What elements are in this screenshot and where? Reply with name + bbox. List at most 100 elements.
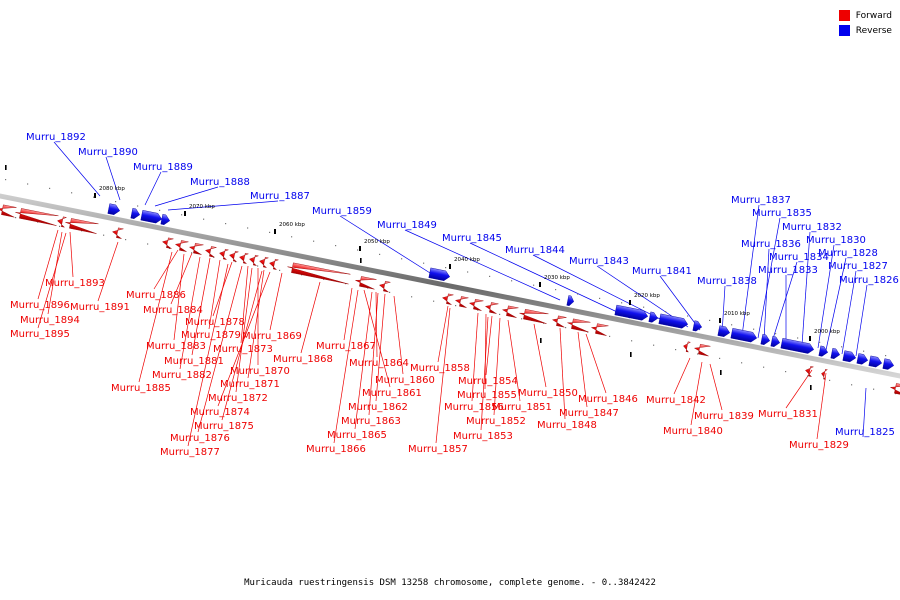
forward-gene-label: Murru_1840 bbox=[663, 426, 723, 437]
ruler-minor-tick bbox=[335, 245, 337, 247]
forward-gene-label: Murru_1852 bbox=[466, 416, 526, 427]
forward-gene-arrow bbox=[567, 318, 591, 333]
forward-gene-arrow bbox=[454, 296, 469, 308]
ruler-major-tick bbox=[359, 246, 361, 251]
ruler-minor-tick bbox=[137, 205, 139, 207]
ruler-minor-tick bbox=[181, 214, 183, 216]
forward-leader-line bbox=[690, 361, 703, 426]
chromosome-axis bbox=[0, 193, 900, 379]
forward-gene-arrow bbox=[590, 323, 609, 336]
reverse-gene-label: Murru_1838 bbox=[697, 276, 757, 287]
forward-leader-line bbox=[179, 256, 201, 370]
reverse-gene-arrow bbox=[692, 320, 703, 332]
forward-leader-line bbox=[816, 372, 827, 440]
ruler-minor-tick bbox=[533, 284, 535, 286]
forward-gene-label: Murru_1842 bbox=[646, 395, 706, 406]
reverse-gene-arrow bbox=[107, 203, 121, 215]
ruler-minor-tick bbox=[489, 275, 491, 277]
forward-gene-label: Murru_1867 bbox=[316, 341, 376, 352]
ruler-minor-tick bbox=[731, 324, 733, 326]
forward-gene-label: Murru_1872 bbox=[208, 393, 268, 404]
forward-leader-line bbox=[37, 229, 59, 300]
reverse-gene-arrow bbox=[830, 348, 841, 359]
reverse-gene-arrow bbox=[760, 334, 771, 345]
reverse-gene-arrow bbox=[842, 350, 857, 363]
forward-leader-line bbox=[437, 305, 449, 363]
forward-gene-label: Murru_1871 bbox=[220, 379, 280, 390]
forward-leader-line bbox=[187, 263, 229, 447]
forward-leader-line bbox=[493, 317, 501, 416]
reverse-gene-label: Murru_1826 bbox=[839, 275, 899, 286]
reverse-gene-arrow bbox=[658, 313, 689, 329]
forward-gene-label: Murru_1874 bbox=[190, 407, 250, 418]
ruler-minor-tick bbox=[225, 223, 227, 225]
reverse-leader-line bbox=[154, 186, 219, 207]
ruler-label: 2040 kbp bbox=[454, 257, 480, 263]
forward-gene-label: Murru_1829 bbox=[789, 440, 849, 451]
forward-gene-arrow bbox=[683, 341, 692, 353]
ruler-minor-tick bbox=[785, 371, 787, 373]
forward-gene-arrow bbox=[287, 262, 351, 285]
reverse-gene-label: Murru_1833 bbox=[758, 265, 818, 276]
ruler-minor-tick bbox=[643, 306, 645, 308]
forward-gene-label: Murru_1879 bbox=[181, 330, 241, 341]
legend-forward-label: Forward bbox=[855, 10, 892, 21]
forward-gene-label: Murru_1881 bbox=[164, 356, 224, 367]
reverse-gene-label: Murru_1887 bbox=[250, 191, 310, 202]
ruler-minor-tick bbox=[763, 366, 765, 368]
forward-gene-label: Murru_1861 bbox=[362, 388, 422, 399]
ruler-minor-tick bbox=[863, 350, 865, 352]
reverse-gene-arrow bbox=[160, 214, 171, 225]
ruler-label: 2050 kbp bbox=[364, 239, 390, 245]
forward-leader-line bbox=[173, 253, 185, 341]
forward-gene-arrow bbox=[112, 227, 124, 239]
forward-gene-label: Murru_1839 bbox=[694, 411, 754, 422]
reverse-gene-arrow bbox=[868, 355, 883, 368]
ruler-label: 2000 kbp bbox=[814, 329, 840, 335]
ruler-minor-tick bbox=[269, 231, 271, 233]
reverse-gene-label: Murru_1890 bbox=[78, 147, 138, 158]
reverse-leader-line bbox=[339, 215, 439, 279]
forward-leader-line bbox=[138, 251, 173, 383]
ruler-minor-tick bbox=[103, 234, 105, 236]
legend: Forward Reverse bbox=[838, 8, 892, 38]
forward-gene-arrow bbox=[693, 343, 711, 357]
forward-leader-line bbox=[235, 267, 253, 393]
forward-leader-line bbox=[191, 257, 211, 356]
ruler-minor-tick bbox=[357, 249, 359, 251]
ruler-minor-tick bbox=[279, 269, 281, 271]
ruler-minor-tick bbox=[203, 218, 205, 220]
reverse-leader-line bbox=[771, 261, 798, 343]
reverse-gene-arrow bbox=[882, 358, 895, 370]
ruler-minor-tick bbox=[313, 240, 315, 242]
ruler-minor-tick bbox=[841, 346, 843, 348]
gene-labels: Murru_1892 Murru_1890 Murru_1889 Murru_1888… bbox=[10, 132, 899, 458]
forward-gene-label: Murru_1877 bbox=[160, 447, 220, 458]
reverse-gene-label: Murru_1828 bbox=[818, 248, 878, 259]
ruler-minor-tick bbox=[147, 243, 149, 245]
reverse-leader-line bbox=[825, 257, 847, 351]
forward-leader-line bbox=[343, 287, 353, 341]
forward-leader-line bbox=[333, 289, 359, 444]
ruler-minor-tick bbox=[687, 315, 689, 317]
forward-swatch bbox=[838, 10, 850, 21]
forward-leader-line bbox=[375, 291, 378, 358]
ruler-minor-tick bbox=[697, 353, 699, 355]
reverse-gene-label: Murru_1889 bbox=[133, 162, 193, 173]
forward-gene-label: Murru_1858 bbox=[410, 363, 470, 374]
forward-leader-line bbox=[300, 281, 321, 354]
forward-gene-label: Murru_1848 bbox=[537, 420, 597, 431]
ruler-minor-tick bbox=[665, 311, 667, 313]
forward-leader-line bbox=[354, 291, 373, 430]
reverse-gene-label: Murru_1827 bbox=[828, 261, 888, 272]
reverse-gene-arrow bbox=[428, 267, 451, 281]
reverse-gene-label: Murru_1888 bbox=[190, 177, 250, 188]
ruler-minor-tick bbox=[631, 340, 633, 342]
ruler-minor-tick bbox=[873, 388, 875, 390]
reverse-gene-label: Murru_1843 bbox=[569, 256, 629, 267]
ruler-label: 2020 kbp bbox=[634, 293, 660, 299]
ruler-minor-tick bbox=[247, 227, 249, 229]
forward-gene-label: Murru_1868 bbox=[273, 354, 333, 365]
ruler-major-tick bbox=[629, 300, 631, 305]
ruler-minor-tick bbox=[675, 349, 677, 351]
